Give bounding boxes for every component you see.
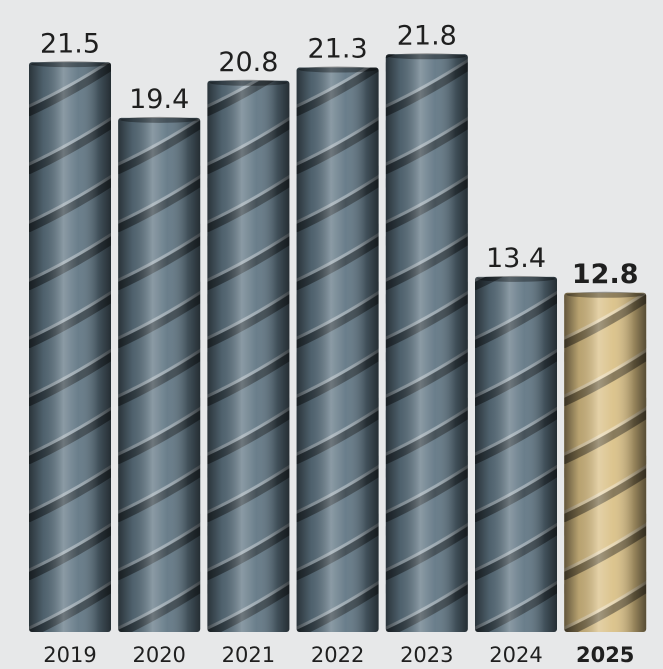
x-tick-label: 2025 — [576, 643, 634, 667]
x-tick-label: 2020 — [132, 643, 185, 667]
x-tick-label: 2021 — [222, 643, 275, 667]
bar — [207, 80, 290, 633]
bar — [118, 117, 201, 632]
bar — [296, 67, 379, 633]
bar — [385, 54, 468, 633]
x-tick-label: 2019 — [43, 643, 96, 667]
bar — [475, 276, 557, 632]
value-label: 12.8 — [572, 259, 639, 290]
value-label: 21.3 — [308, 34, 368, 65]
value-label: 13.4 — [486, 243, 546, 274]
value-label: 21.8 — [397, 20, 457, 51]
bar — [564, 292, 647, 632]
x-tick-label: 2022 — [311, 643, 364, 667]
x-tick-label: 2024 — [489, 643, 542, 667]
bar — [29, 62, 111, 632]
value-label: 19.4 — [129, 84, 189, 115]
value-label: 21.5 — [40, 28, 100, 59]
x-tick-label: 2023 — [400, 643, 453, 667]
value-label: 20.8 — [218, 47, 278, 78]
